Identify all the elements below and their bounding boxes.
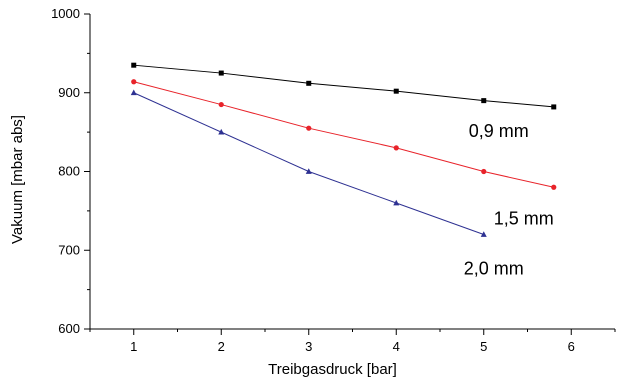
data-point	[393, 88, 399, 94]
y-tick-label: 1000	[51, 6, 80, 21]
x-tick-label: 3	[305, 339, 312, 354]
y-tick-label: 900	[58, 85, 80, 100]
series-line	[133, 81, 554, 188]
x-tick-label: 4	[393, 339, 400, 354]
x-axis-title: Treibgasdruck [bar]	[268, 361, 397, 378]
series	[131, 62, 557, 110]
data-point	[131, 79, 137, 85]
data-point	[130, 89, 137, 96]
axes: 600 700 800 900 1000 1 2 3 4 5 6	[51, 6, 616, 354]
y-tick-label: 800	[58, 164, 80, 179]
data-point	[481, 168, 487, 175]
data-point	[131, 62, 137, 68]
series-label: 0,9 mm	[469, 121, 529, 141]
data-point	[393, 199, 400, 206]
data-point	[393, 145, 399, 151]
data-point	[551, 184, 557, 190]
x-tick-label: 2	[218, 339, 225, 354]
series-labels: 0,9 mm 1,5 mm 2,0 mm	[464, 121, 554, 279]
x-tick-label: 5	[480, 339, 487, 354]
series	[131, 79, 557, 190]
data-point	[481, 98, 487, 104]
series-label: 1,5 mm	[494, 208, 554, 228]
data-point	[480, 231, 487, 237]
data-point	[218, 128, 225, 135]
data-point	[305, 168, 312, 174]
data-point	[218, 70, 224, 76]
data-point	[306, 80, 312, 86]
series-layer	[130, 62, 557, 237]
axis-ticks: 600 700 800 900 1000 1 2 3 4 5 6	[51, 6, 616, 354]
data-point	[306, 125, 312, 131]
data-point	[551, 104, 557, 110]
y-tick-label: 600	[58, 321, 80, 336]
series-label: 2,0 mm	[464, 259, 524, 279]
series-line	[133, 92, 484, 235]
series-line	[133, 64, 554, 108]
data-point	[218, 101, 224, 108]
x-tick-label: 1	[130, 339, 137, 354]
y-tick-label: 700	[58, 242, 80, 257]
y-axis-title: Vakuum [mbar abs]	[9, 115, 26, 244]
series	[130, 89, 487, 237]
x-tick-label: 6	[568, 339, 575, 354]
